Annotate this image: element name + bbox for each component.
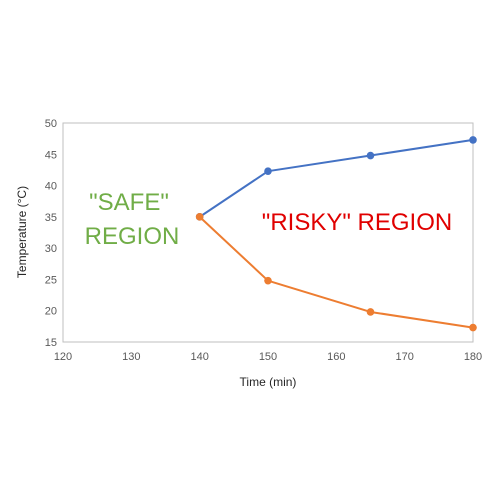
series-1-point <box>366 151 375 160</box>
x-tick-label: 170 <box>395 351 413 363</box>
series-2-line <box>198 216 474 329</box>
safe-region-label-line-2: REGION <box>85 223 180 250</box>
y-tick-label: 40 <box>45 181 57 193</box>
x-tick-label: 180 <box>464 351 482 363</box>
y-tick-label: 30 <box>45 243 57 255</box>
y-tick-label: 15 <box>45 337 57 349</box>
risky-region-label: "RISKY" REGION <box>262 209 452 236</box>
x-tick-label: 160 <box>327 351 345 363</box>
x-axis-title: Time (min) <box>240 375 297 389</box>
x-tick-label: 120 <box>54 351 72 363</box>
y-tick-label: 35 <box>45 212 57 224</box>
x-tick-label: 130 <box>122 351 140 363</box>
y-tick-label: 20 <box>45 306 57 318</box>
series-2-point <box>469 323 477 332</box>
x-tick-label: 150 <box>259 351 277 363</box>
series-1-line <box>199 138 474 218</box>
safe-region-label-line-1: "SAFE" <box>89 189 169 216</box>
series-layer <box>195 136 477 332</box>
plot-area-frame <box>62 122 474 343</box>
y-tick-label: 50 <box>45 118 57 130</box>
y-axis-title: Temperature (°C) <box>15 186 29 278</box>
x-axis-ticks: 120 130 140 150 160 170 180 <box>54 351 482 363</box>
series-2-point <box>195 213 204 221</box>
x-tick-label: 140 <box>190 351 208 363</box>
y-tick-label: 45 <box>45 149 57 161</box>
series-2-point <box>366 308 375 316</box>
series-1-point <box>264 167 272 175</box>
series-1-point <box>469 136 477 144</box>
series-2-point <box>264 276 272 285</box>
y-tick-label: 25 <box>45 274 57 286</box>
y-axis-ticks: 15 20 25 30 35 40 45 50 <box>45 118 57 349</box>
